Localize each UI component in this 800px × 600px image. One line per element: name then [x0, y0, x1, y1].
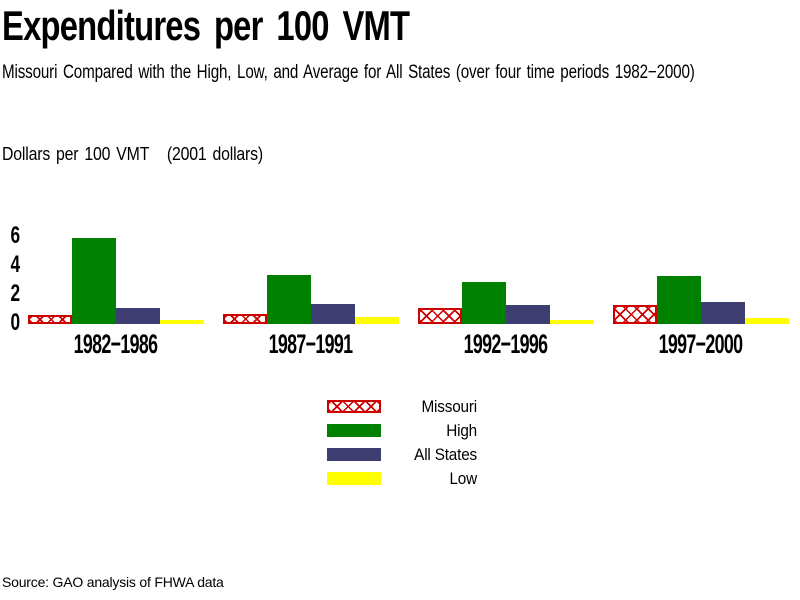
- legend-swatch-missouri: [327, 400, 381, 413]
- bar-low-1982-1986: [160, 320, 204, 324]
- bar-all_states-1982-1986: [116, 308, 160, 324]
- bar-high-1992-1996: [462, 282, 506, 324]
- legend-label-all-states: All States: [414, 444, 477, 464]
- bar-low-1992-1996: [550, 320, 594, 324]
- bar-missouri-1997-2000: [613, 305, 657, 324]
- x-category-label-1987-1991: 1987−1991: [268, 329, 353, 359]
- legend-item-low: Low: [327, 468, 477, 488]
- bar-all_states-1992-1996: [506, 305, 550, 324]
- legend-label-missouri: Missouri: [421, 396, 477, 416]
- legend: Missouri High All States Low: [327, 396, 477, 496]
- y-tick-label-6: 6: [10, 222, 21, 249]
- bar-missouri-1992-1996: [418, 308, 462, 324]
- y-tick-label-4: 4: [10, 251, 21, 278]
- bar-missouri-1982-1986: [28, 315, 72, 324]
- bar-low-1987-1991: [355, 317, 399, 324]
- legend-label-high: High: [446, 420, 477, 440]
- bar-all_states-1997-2000: [701, 302, 745, 324]
- legend-swatch-all-states: [327, 448, 381, 461]
- x-category-label-1992-1996: 1992−1996: [463, 329, 548, 359]
- bar-high-1982-1986: [72, 238, 116, 324]
- y-axis-title: Dollars per 100 VMT (2001 dollars): [2, 144, 264, 164]
- chart-title: Expenditures per 100 VMT: [2, 2, 410, 49]
- legend-swatch-high: [327, 424, 381, 437]
- legend-swatch-low: [327, 472, 381, 485]
- legend-item-missouri: Missouri: [327, 396, 477, 416]
- legend-item-high: High: [327, 420, 477, 440]
- y-tick-label-0: 0: [10, 309, 21, 336]
- source-note: Source: GAO analysis of FHWA data: [2, 574, 224, 590]
- bar-missouri-1987-1991: [223, 314, 267, 324]
- legend-label-low: Low: [449, 468, 477, 488]
- bar-high-1987-1991: [267, 275, 311, 324]
- x-category-label-1982-1986: 1982−1986: [73, 329, 158, 359]
- legend-item-all-states: All States: [327, 444, 477, 464]
- x-category-label-1997-2000: 1997−2000: [658, 329, 743, 359]
- chart-subtitle: Missouri Compared with the High, Low, an…: [2, 62, 695, 83]
- y-tick-label-2: 2: [10, 280, 21, 307]
- bar-high-1997-2000: [657, 276, 701, 324]
- bar-all_states-1987-1991: [311, 304, 355, 324]
- bar-low-1997-2000: [745, 318, 789, 324]
